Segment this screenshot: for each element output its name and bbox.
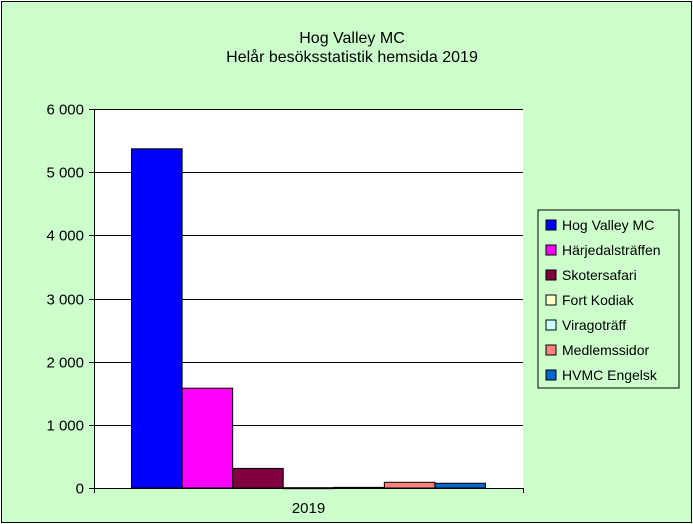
legend-box: [537, 209, 680, 389]
y-tick-label: 1 000: [46, 418, 84, 435]
legend-swatch: [545, 244, 557, 256]
legend-label: Viragoträff: [562, 317, 626, 333]
axes: [89, 109, 524, 493]
legend-swatch: [545, 219, 557, 231]
legend-swatch: [545, 269, 557, 281]
legend-swatch: [545, 294, 557, 306]
legend-label: Hog Valley MC: [562, 217, 654, 233]
y-tick-label: 5 000: [46, 165, 84, 182]
legend-label: Fort Kodiak: [562, 292, 635, 308]
legend-label: Härjedalsträffen: [562, 242, 661, 258]
legend-label: Medlemssidor: [562, 342, 649, 358]
y-tick-label: 0: [76, 481, 84, 498]
legend-label: Skotersafari: [562, 267, 637, 283]
y-tick-label: 6 000: [46, 102, 84, 119]
bar-skotersafari: [232, 467, 284, 489]
chart-subtitle: Helår besöksstatistik hemsida 2019: [226, 48, 478, 66]
legend-swatch: [545, 319, 557, 331]
legend-swatch: [545, 369, 557, 381]
legend: Hog Valley MC Härjedalsträffen Skotersafar…: [537, 209, 680, 389]
bar-hog-valley-mc: [131, 148, 183, 489]
bars: [131, 148, 486, 490]
legend-swatch: [545, 344, 557, 356]
y-tick-labels: 0 1 000 2 000 3 000 4 000 5 000 6 000: [46, 102, 84, 498]
legend-label: HVMC Engelsk: [562, 367, 658, 383]
y-tick-label: 2 000: [46, 355, 84, 372]
x-category-labels: 2019: [292, 500, 325, 517]
y-tick-label: 4 000: [46, 228, 84, 245]
chart-title: Hog Valley MC: [299, 30, 405, 47]
bar-hvmc-engelsk: [434, 482, 486, 489]
x-category-label: 2019: [292, 500, 325, 517]
bar-h-rjedalstr-ffen: [181, 387, 234, 489]
y-tick-label: 3 000: [46, 292, 84, 309]
bar-medlemssidor: [383, 481, 436, 489]
